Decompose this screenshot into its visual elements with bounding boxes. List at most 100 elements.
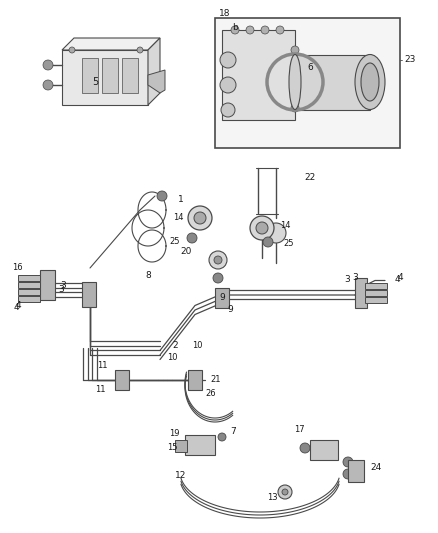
Polygon shape [295,55,370,110]
Bar [355,278,367,308]
Text: 14: 14 [280,221,290,230]
Circle shape [291,66,299,74]
Circle shape [343,457,353,467]
Bar [18,296,40,302]
Bar [82,58,98,93]
Circle shape [218,433,226,441]
Text: 25: 25 [170,238,180,246]
Bar [115,370,129,390]
Text: 13: 13 [267,494,278,503]
Text: 1: 1 [178,196,184,205]
Text: 2: 2 [172,341,178,350]
Bar [310,440,338,460]
Text: 11: 11 [95,385,105,394]
Polygon shape [62,50,148,105]
Circle shape [194,212,206,224]
Circle shape [43,80,53,90]
Bar [18,289,40,295]
Bar [188,370,202,390]
Text: 9: 9 [219,294,225,303]
Circle shape [263,237,273,247]
Polygon shape [148,38,160,105]
Text: 10: 10 [167,353,178,362]
Text: 5: 5 [92,77,98,87]
Circle shape [246,26,254,34]
Text: 4: 4 [395,276,401,285]
Circle shape [187,233,197,243]
Circle shape [276,26,284,34]
Bar [365,283,387,289]
Text: 14: 14 [173,214,184,222]
Bar [215,18,400,148]
Bar [185,435,215,455]
Text: b: b [232,23,238,33]
Text: 17: 17 [294,425,305,434]
Bar [18,282,40,288]
Bar [18,275,40,281]
Bar [122,58,138,93]
Bar [175,440,187,452]
Polygon shape [148,70,165,93]
Text: 3: 3 [344,276,350,285]
Circle shape [213,273,223,283]
Text: 25: 25 [283,239,293,248]
Circle shape [291,86,299,94]
Polygon shape [62,38,160,50]
Circle shape [188,206,212,230]
Circle shape [278,485,292,499]
Text: 9: 9 [227,305,233,314]
Text: 3: 3 [58,286,64,295]
Bar [365,297,387,303]
Circle shape [209,251,227,269]
Circle shape [214,256,222,264]
Text: 20: 20 [180,247,191,256]
Circle shape [291,104,299,112]
Text: 23: 23 [404,55,416,64]
Text: 8: 8 [145,271,151,279]
Circle shape [291,46,299,54]
Text: 21: 21 [210,376,220,384]
Text: 4: 4 [13,303,19,312]
Ellipse shape [361,63,379,101]
Bar [365,290,387,296]
Circle shape [266,223,286,243]
Text: 3: 3 [352,272,358,281]
Circle shape [43,60,53,70]
Bar [215,288,229,308]
Polygon shape [222,30,295,120]
Circle shape [252,218,272,238]
Text: 12: 12 [175,471,187,480]
Text: 24: 24 [370,464,381,472]
Text: 3: 3 [60,280,66,289]
Bar [102,58,118,93]
Circle shape [220,77,236,93]
Circle shape [282,489,288,495]
Circle shape [137,47,143,53]
Circle shape [220,52,236,68]
Text: 16: 16 [12,263,23,272]
Text: 18: 18 [219,10,231,19]
Text: 4: 4 [16,301,21,310]
Circle shape [221,103,235,117]
Circle shape [343,469,353,479]
Text: 6: 6 [307,63,313,72]
Ellipse shape [289,54,301,109]
Circle shape [261,26,269,34]
Circle shape [300,443,310,453]
Text: 10: 10 [192,341,202,350]
Bar [40,270,55,300]
Circle shape [256,222,268,234]
Text: 15: 15 [167,443,178,453]
Circle shape [250,216,274,240]
Ellipse shape [355,54,385,109]
Bar [82,282,96,307]
Bar [348,460,364,482]
Circle shape [231,26,239,34]
Circle shape [69,47,75,53]
Circle shape [157,191,167,201]
Text: 4: 4 [398,272,404,281]
Text: 22: 22 [304,174,316,182]
Text: 11: 11 [98,360,108,369]
Text: 7: 7 [230,427,236,437]
Text: 19: 19 [170,429,180,438]
